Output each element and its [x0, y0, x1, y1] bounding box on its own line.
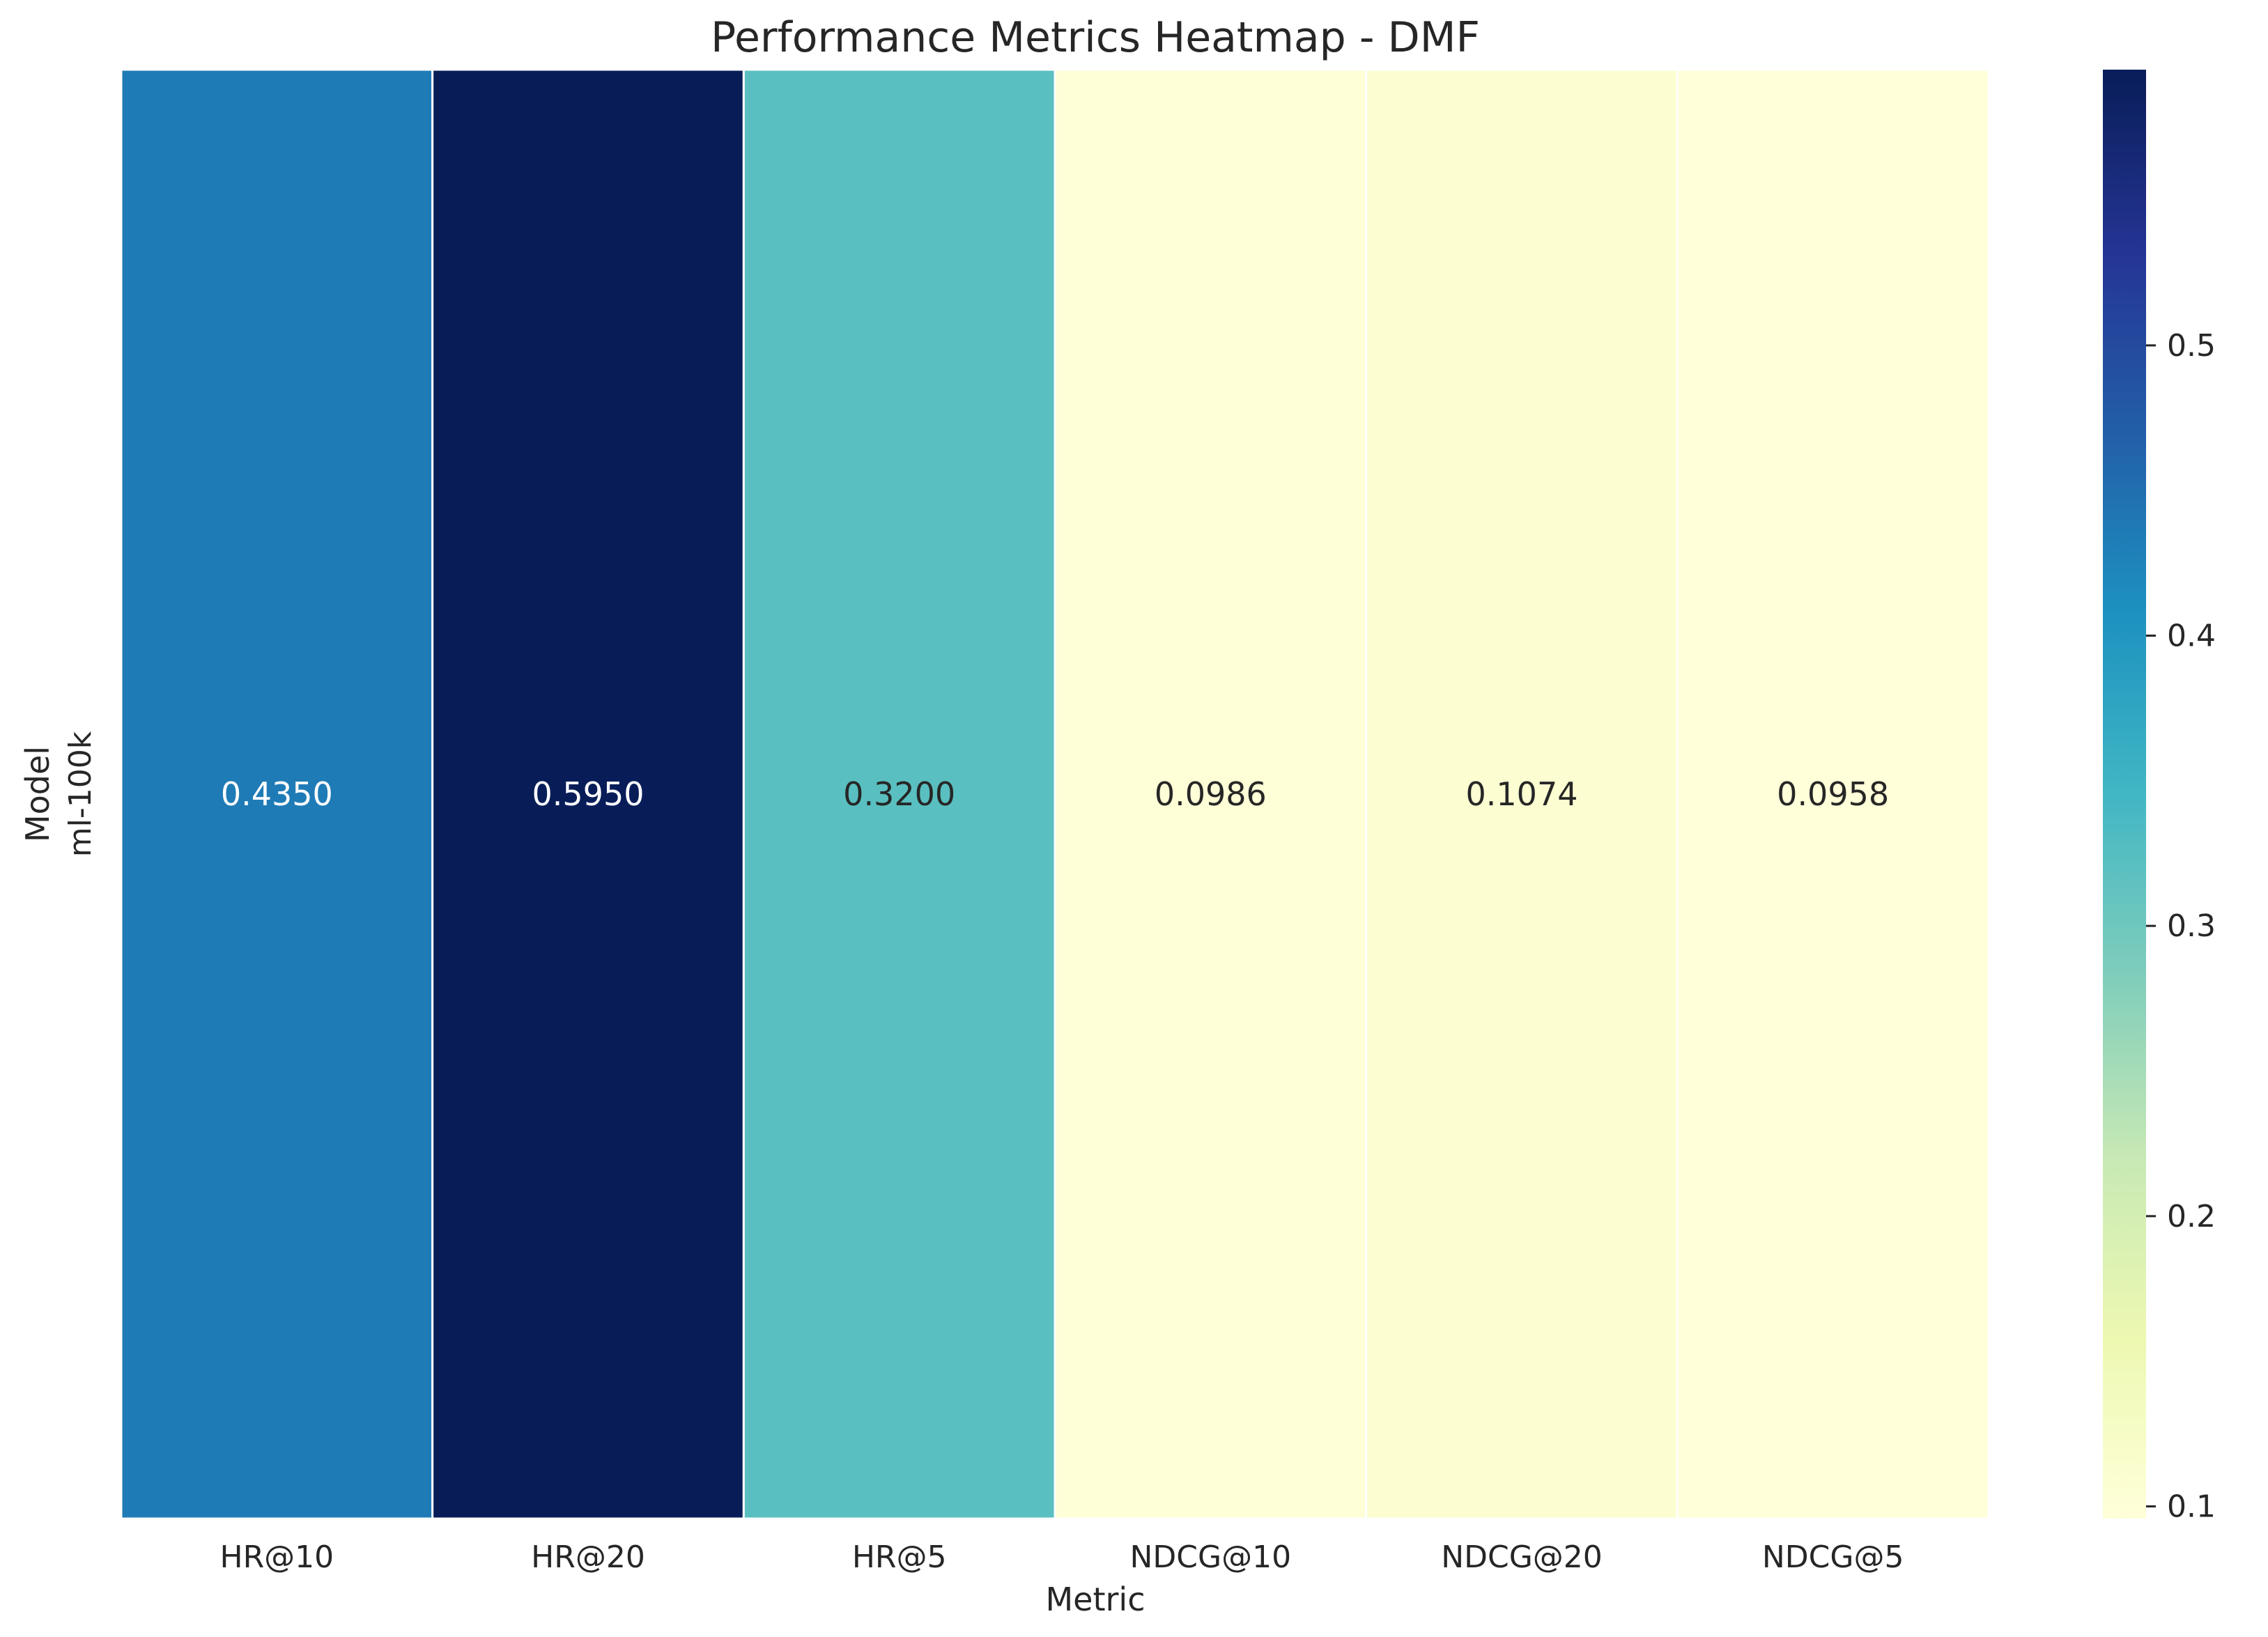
x-axis-ticks: HR@10 HR@20 HR@5 NDCG@10 NDCG@20 NDCG@5	[220, 1539, 1904, 1575]
cell-value-label: 0.4350	[221, 775, 333, 813]
cell-value-label: 0.3200	[843, 775, 955, 813]
colorbar	[2103, 70, 2146, 1519]
x-tick-label: NDCG@10	[1130, 1539, 1292, 1575]
cell-value-label: 0.1074	[1466, 775, 1578, 813]
colorbar-tick-label: 0.3	[2167, 908, 2216, 944]
colorbar-tick-label: 0.5	[2167, 328, 2216, 364]
x-tick-label: HR@10	[220, 1539, 334, 1575]
colorbar-ticks: 0.1 0.2 0.3 0.4 0.5	[2146, 328, 2216, 1525]
colorbar-tick-label: 0.4	[2167, 619, 2216, 654]
heatmap-cell	[1365, 68, 1679, 1520]
heatmap-cell	[1676, 68, 1990, 1520]
heatmap-cell	[742, 68, 1056, 1520]
x-tick-label: NDCG@5	[1762, 1539, 1904, 1575]
x-axis-label: Metric	[1045, 1581, 1145, 1618]
chart-title: Performance Metrics Heatmap - DMF	[711, 13, 1480, 62]
y-axis-label: Model	[19, 746, 56, 842]
heatmap-cells: 0.4350 0.5950 0.3200 0.0986 0.1074 0.0958	[120, 68, 1990, 1520]
y-axis-ticks: ml-100k	[63, 731, 98, 857]
colorbar-tick-label: 0.1	[2167, 1489, 2216, 1525]
cell-value-label: 0.0958	[1777, 775, 1889, 813]
x-tick-label: HR@5	[852, 1539, 947, 1575]
cell-value-label: 0.5950	[532, 775, 645, 813]
heatmap-cell	[1054, 68, 1368, 1520]
x-tick-label: NDCG@20	[1441, 1539, 1603, 1575]
colorbar-tick-label: 0.2	[2167, 1199, 2216, 1234]
cell-value-label: 0.0986	[1155, 775, 1267, 813]
y-tick-label: ml-100k	[63, 731, 98, 857]
heatmap-cell	[120, 68, 434, 1520]
x-tick-label: HR@20	[531, 1539, 645, 1575]
heatmap-cell	[431, 68, 745, 1520]
